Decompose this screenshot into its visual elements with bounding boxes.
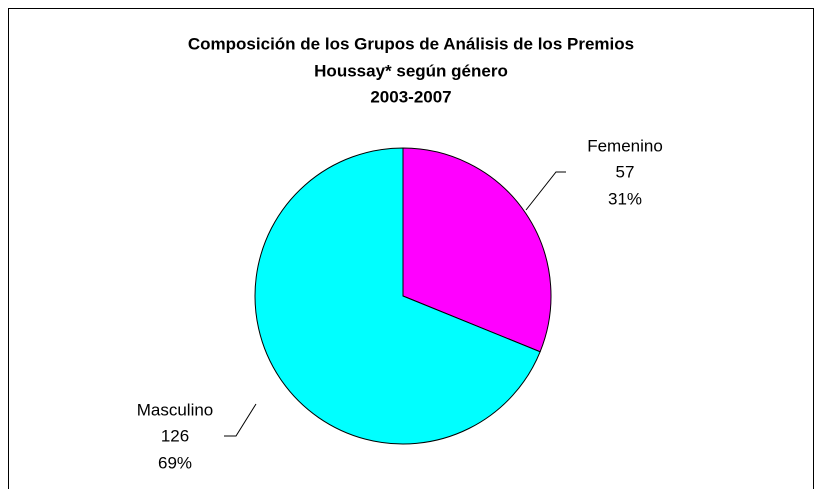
slice-label: Femenino xyxy=(587,136,663,155)
chart-title: Houssay* según género xyxy=(314,61,508,80)
leader-line xyxy=(224,403,257,437)
value-label: 126 xyxy=(161,426,189,445)
leader-line xyxy=(525,171,566,211)
chart-title: Composición de los Grupos de Análisis de… xyxy=(188,34,634,53)
pie-slice xyxy=(254,147,541,445)
pie-slice xyxy=(402,147,552,353)
slice-label: Masculino xyxy=(137,400,214,419)
value-label: 57 xyxy=(616,162,635,181)
percent-label: 69% xyxy=(158,453,192,472)
chart-title: 2003-2007 xyxy=(370,87,451,106)
percent-label: 31% xyxy=(608,189,642,208)
